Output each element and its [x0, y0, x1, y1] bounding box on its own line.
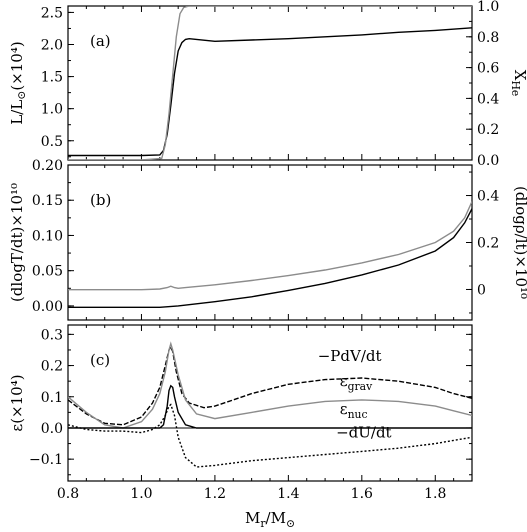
y2-tick-label: 0.4	[477, 189, 499, 205]
y-tick-label: 0.00	[32, 299, 63, 315]
series-line-4	[68, 403, 472, 468]
series-annotation: −PdV/dt	[318, 347, 382, 365]
y-tick-label: 0.20	[32, 158, 63, 174]
y-tick-label: 0.2	[41, 359, 63, 375]
plot-frame	[67, 164, 473, 321]
x-tick-label: 1.4	[277, 486, 299, 502]
y-tick-label: 0.05	[32, 264, 63, 280]
x-tick-label: 0.8	[57, 486, 79, 502]
series-annotation: −dU/dt	[336, 423, 392, 441]
y-axis-label: (dlogT/dt)×10¹⁰	[8, 183, 26, 302]
y-tick-label: 1.0	[41, 102, 63, 118]
y2-tick-label: 0.0	[477, 153, 499, 169]
y-tick-label: 0.15	[32, 193, 63, 209]
y-tick-label: 0.1	[41, 390, 63, 406]
y-axis-label: ε(×10⁴)	[8, 374, 26, 431]
y2-tick-label: 0.2	[477, 236, 499, 252]
x-tick-label: 1.2	[204, 486, 226, 502]
y2-tick-label: 0.6	[477, 61, 499, 77]
x-tick-label: 1.8	[424, 486, 446, 502]
panel-c: 0.8 1.0 1.2 1.4 1.6 1.8 −0.1 0.0 0.1 0.2 0.3 (c) −Pd…	[8, 324, 473, 530]
y-axis-label: L/L⊙(×10⁴)	[8, 41, 28, 124]
y-tick-label: 1.5	[41, 70, 63, 86]
series-line-2	[68, 6, 472, 160]
y-tick-label: 0.10	[32, 228, 63, 244]
plot-frame	[67, 5, 473, 161]
series-line-2	[68, 341, 472, 429]
series-annotation: εnuc	[340, 400, 368, 421]
y2-axis-label: XHe	[509, 70, 527, 97]
series-annotation: εgrav	[340, 372, 373, 393]
series-line-1	[68, 208, 472, 308]
y2-tick-label: 0.4	[477, 91, 499, 107]
series-line-3	[68, 384, 472, 429]
y-tick-label: 2.5	[41, 5, 63, 21]
panel-label: (b)	[90, 191, 111, 209]
series-line-1	[68, 345, 472, 426]
panel-b: 0.00 0.05 0.10 0.15 0.20 0 0.2 0.4 (b) (dlogT/dt)…	[8, 158, 527, 321]
y-tick-label: −0.1	[29, 452, 63, 468]
y-tick-label: 0.3	[41, 327, 63, 343]
y-tick-label: 0.5	[41, 134, 63, 150]
x-tick-label: 1.6	[351, 486, 373, 502]
y-tick-label: 0.0	[41, 421, 63, 437]
y2-tick-label: 0	[477, 282, 486, 298]
series-line-2	[68, 201, 472, 291]
panel-label: (c)	[90, 351, 110, 369]
x-axis-label: Mr/M⊙	[245, 509, 295, 530]
series-line-1	[68, 27, 472, 157]
y-tick-label: 2.0	[41, 38, 63, 54]
y2-tick-label: 0.8	[477, 30, 499, 46]
panel-label: (a)	[90, 32, 111, 50]
x-tick-label: 1.0	[130, 486, 152, 502]
y2-axis-label: (dlogρ/lt)×10¹⁰	[512, 186, 527, 299]
panel-a: 0.5 1.0 1.5 2.0 2.5 0.0 0.2 0.4 0.6 0.8 1.0 (a) L/L⊙…	[8, 0, 527, 169]
y2-tick-label: 1.0	[477, 0, 499, 15]
y2-tick-label: 0.2	[477, 122, 499, 138]
